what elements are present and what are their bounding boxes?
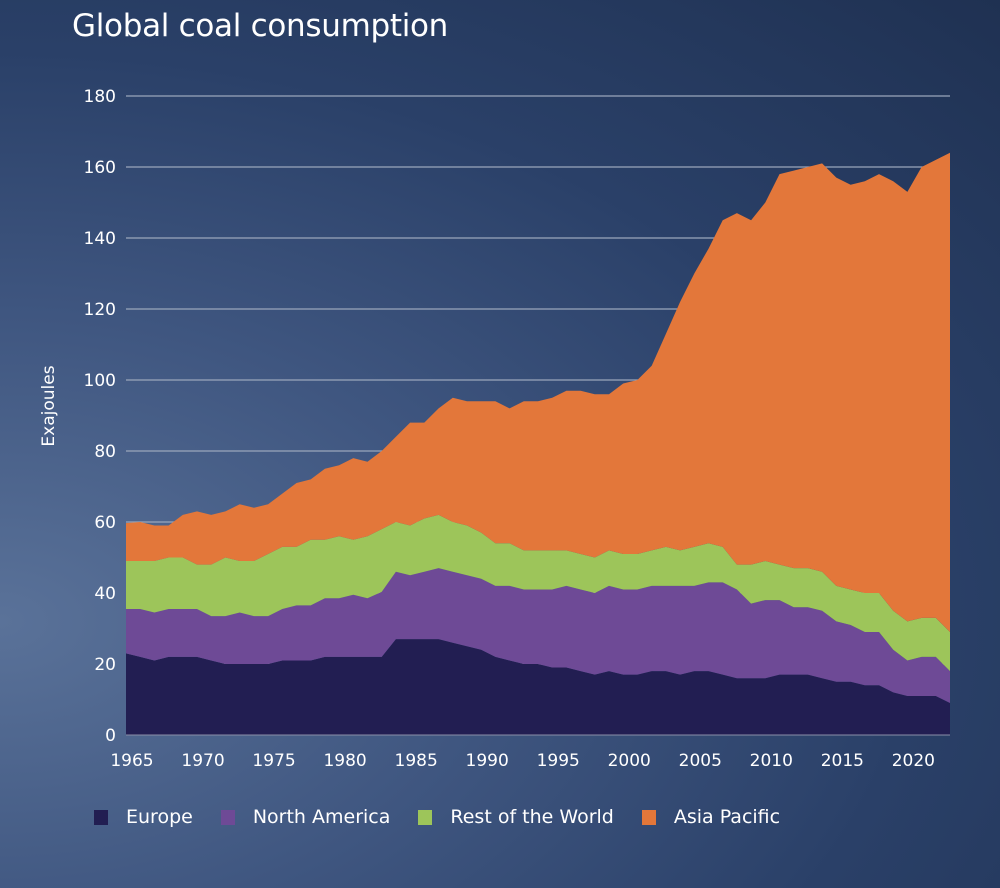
- legend-label-europe: Europe: [126, 806, 193, 828]
- legend-swatch-north-america: [220, 809, 235, 825]
- legend-item-rest-of-world: Rest of the World: [418, 806, 614, 828]
- x-axis-ticks: 1965 1970 1975 1980 1985 1990 1995 2000 2005 2010…: [110, 751, 935, 771]
- x-tick-label-1990: 1990: [466, 751, 509, 771]
- legend-swatch-europe: [94, 809, 108, 825]
- legend-swatch-rest-of-world: [418, 809, 433, 825]
- y-tick-label-40: 40: [94, 584, 116, 604]
- x-tick-label-1995: 1995: [537, 751, 580, 771]
- legend-label-asia-pacific: Asia Pacific: [673, 806, 781, 828]
- legend: Europe North America Rest of the World A…: [94, 806, 808, 828]
- x-tick-label-1970: 1970: [181, 751, 224, 771]
- x-tick-label-1980: 1980: [323, 751, 366, 771]
- x-tick-label-1965: 1965: [110, 751, 153, 771]
- x-tick-label-2010: 2010: [750, 751, 793, 771]
- y-tick-label-180: 180: [84, 87, 116, 107]
- legend-label-north-america: North America: [252, 806, 391, 828]
- x-tick-label-2015: 2015: [821, 751, 864, 771]
- x-tick-label-1985: 1985: [395, 751, 438, 771]
- area-north-america: [126, 568, 950, 703]
- y-axis-ticks: 0 20 40 60 80 100 120 140 160 180: [84, 87, 116, 746]
- legend-label-rest-of-world: Rest of the World: [450, 806, 614, 828]
- x-tick-label-2000: 2000: [608, 751, 651, 771]
- y-tick-label-160: 160: [84, 158, 116, 178]
- area-europe: [126, 639, 950, 735]
- y-axis-label: Exajoules: [39, 365, 59, 446]
- legend-item-north-america: North America: [220, 806, 391, 828]
- stacked-areas: [126, 152, 950, 735]
- y-tick-label-100: 100: [84, 371, 116, 391]
- y-tick-label-140: 140: [84, 229, 116, 249]
- legend-item-europe: Europe: [94, 806, 193, 828]
- x-tick-label-2005: 2005: [679, 751, 722, 771]
- x-tick-label-2020: 2020: [892, 751, 935, 771]
- legend-swatch-asia-pacific: [641, 809, 656, 825]
- x-tick-label-1975: 1975: [252, 751, 295, 771]
- y-tick-label-20: 20: [94, 655, 116, 675]
- chart-title: Global coal consumption: [72, 8, 449, 44]
- area-rest-of-the-world: [126, 514, 950, 672]
- y-tick-label-120: 120: [84, 300, 116, 320]
- y-tick-label-60: 60: [94, 513, 116, 533]
- area-asia-pacific: [126, 152, 950, 633]
- legend-item-asia-pacific: Asia Pacific: [641, 806, 781, 828]
- y-tick-label-0: 0: [105, 726, 116, 746]
- y-tick-label-80: 80: [94, 442, 116, 462]
